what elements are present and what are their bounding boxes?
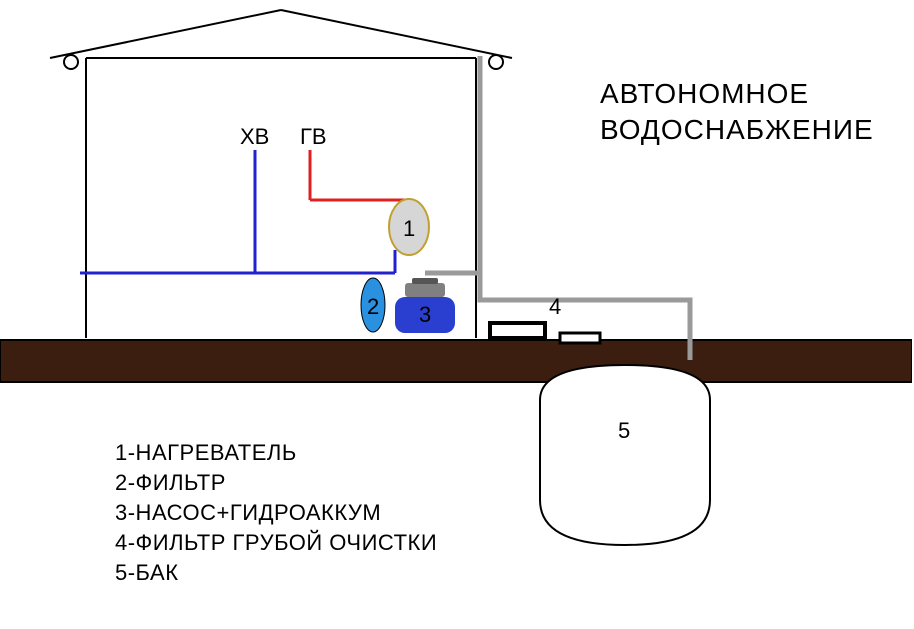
ground-band: [0, 340, 912, 382]
legend-4: 4-ФИЛЬТР ГРУБОЙ ОЧИСТКИ: [115, 530, 437, 556]
legend-3: 3-НАСОС+ГИДРОАККУМ: [115, 500, 381, 526]
pump-cap-top: [412, 278, 438, 284]
roof-left: [50, 10, 281, 58]
title-line-2: ВОДОСНАБЖЕНИЕ: [600, 114, 874, 146]
legend-1: 1-НАГРЕВАТЕЛЬ: [115, 440, 297, 466]
tank-shape: [540, 365, 710, 545]
tank-number: 5: [618, 418, 630, 444]
cold-water-label: ХВ: [240, 124, 269, 150]
eave-circle-left: [64, 55, 78, 69]
coarse-filter-number: 4: [549, 294, 561, 320]
filter-number: 2: [367, 294, 379, 320]
tank-neck: [560, 333, 600, 343]
hot-water-label: ГВ: [300, 124, 327, 150]
coarse-filter-shape: [490, 323, 545, 338]
legend-2: 2-ФИЛЬТР: [115, 470, 226, 496]
heater-number: 1: [403, 216, 415, 242]
roof-right: [281, 10, 512, 58]
eave-circle-right: [489, 55, 503, 69]
legend-5: 5-БАК: [115, 560, 179, 586]
pump-cap: [405, 283, 445, 297]
title-line-1: АВТОНОМНОЕ: [600, 78, 809, 110]
pump-number: 3: [419, 302, 431, 328]
